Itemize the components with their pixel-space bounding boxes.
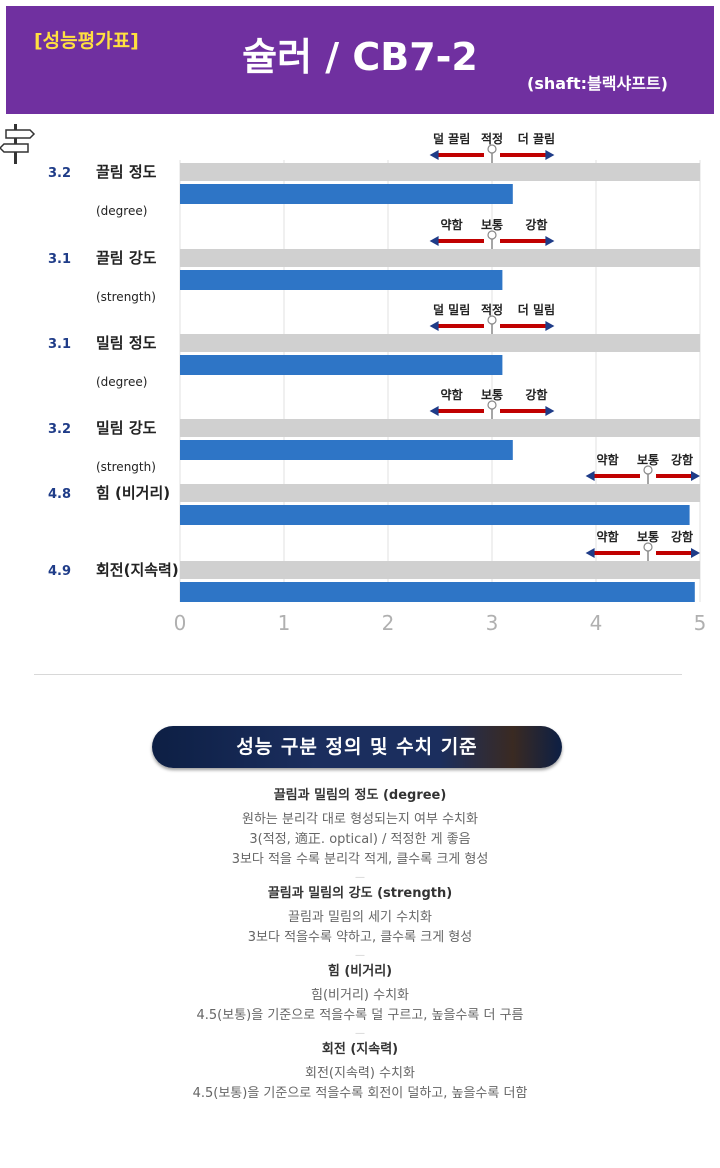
bar-track xyxy=(180,419,700,437)
definition-line: 3(적정, 適正. optical) / 적정한 게 좋음 xyxy=(249,832,471,847)
scale-label-left: 약함 xyxy=(441,387,463,402)
arrowhead-left xyxy=(429,236,439,246)
definition-title: 끌림과 밀림의 정도 (degree) xyxy=(273,788,447,803)
pin-head xyxy=(487,315,497,325)
scale-label-right: 강함 xyxy=(671,452,693,467)
category-sublabel: (degree) xyxy=(96,204,147,218)
pin-head xyxy=(643,542,653,552)
banner-title: 성능 구분 정의 및 수치 기준 xyxy=(236,736,478,758)
category-sublabel: (degree) xyxy=(96,375,147,389)
arrowhead-left xyxy=(585,471,595,481)
scale-label-mid: 보통 xyxy=(481,217,503,232)
category-label: 힘 (비거리) xyxy=(96,484,170,502)
scale-label-mid: 보통 xyxy=(637,452,659,467)
definitions-section: 끌림과 밀림의 정도 (degree) 원하는 분리각 대로 형성되는지 여부 수… xyxy=(0,788,720,1104)
definition-separator: — xyxy=(355,950,365,961)
performance-chart: 덜 끌림 적정 더 끌림3.2 끌림 정도(degree)약함 보통 강함3.1 끌림 강도… xyxy=(0,124,707,635)
section-divider xyxy=(34,674,682,675)
definition-line: 4.5(보통)을 기준으로 적을수록 회전이 덜하고, 높을수록 더함 xyxy=(192,1086,528,1101)
definition-line: 3보다 적을수록 약하고, 클수록 크게 형성 xyxy=(247,930,473,945)
definition-line: 끌림과 밀림의 세기 수치화 xyxy=(288,910,432,925)
score-label: 3.1 xyxy=(48,252,71,267)
definition-line: 회전(지속력) 수치화 xyxy=(305,1066,415,1081)
x-tick-label: 0 xyxy=(174,611,187,635)
arrowhead-right xyxy=(545,321,555,331)
category-label: 밀림 강도 xyxy=(96,419,157,437)
category-label: 끌림 강도 xyxy=(96,249,157,267)
x-tick-label: 5 xyxy=(694,611,707,635)
arrowhead-right xyxy=(691,471,700,481)
bar-track xyxy=(180,561,700,579)
definition-line: 원하는 분리각 대로 형성되는지 여부 수치화 xyxy=(242,812,478,827)
scale-label-right: 강함 xyxy=(525,387,547,402)
scale-label-left: 약함 xyxy=(441,217,463,232)
definition-title: 힘 (비거리) xyxy=(327,964,393,979)
scale-label-mid: 적정 xyxy=(481,131,503,146)
scale-label-mid: 보통 xyxy=(637,529,659,544)
score-label: 3.1 xyxy=(48,337,71,352)
x-tick-label: 4 xyxy=(590,611,603,635)
arrowhead-right xyxy=(545,406,555,416)
arrowhead-left xyxy=(429,150,439,160)
arrowhead-left xyxy=(585,548,595,558)
scale-label-right: 강함 xyxy=(671,529,693,544)
bar-value xyxy=(180,582,695,602)
category-label: 회전(지속력) xyxy=(96,561,179,579)
scale-label-left: 덜 밀림 xyxy=(433,303,470,317)
x-tick-label: 3 xyxy=(486,611,499,635)
bar-value xyxy=(180,184,513,204)
category-sublabel: (strength) xyxy=(96,290,156,304)
category-sublabel: (strength) xyxy=(96,460,156,474)
scale-label-left: 약함 xyxy=(597,452,619,467)
score-label: 4.9 xyxy=(48,564,71,579)
category-label: 밀림 정도 xyxy=(96,334,157,352)
category-label: 끌림 정도 xyxy=(96,163,157,181)
signpost-icon xyxy=(0,124,36,164)
pin-head xyxy=(487,400,497,410)
arrowhead-right xyxy=(545,236,555,246)
definition-line: 3보다 적을 수록 분리각 적게, 클수록 크게 형성 xyxy=(231,852,489,867)
scale-label-mid: 적정 xyxy=(481,302,503,317)
definition-separator: — xyxy=(355,1028,365,1039)
scale-label-left: 약함 xyxy=(597,529,619,544)
definition-line: 힘(비거리) 수치화 xyxy=(311,988,409,1003)
x-tick-label: 2 xyxy=(382,611,395,635)
definition-title: 끌림과 밀림의 강도 (strength) xyxy=(267,886,453,901)
pin-head xyxy=(487,144,497,154)
pin-head xyxy=(487,230,497,240)
page-title: 슐러 / CB7-2 xyxy=(242,35,478,79)
arrowhead-right xyxy=(545,150,555,160)
arrowhead-left xyxy=(429,406,439,416)
arrowhead-left xyxy=(429,321,439,331)
header-subtitle: (shaft:블랙샤프트) xyxy=(527,74,668,93)
score-label: 3.2 xyxy=(48,166,71,181)
definitions-banner: 성능 구분 정의 및 수치 기준 xyxy=(152,726,562,768)
scale-label-left: 덜 끌림 xyxy=(433,132,470,146)
x-tick-label: 1 xyxy=(278,611,291,635)
definition-line: 4.5(보통)을 기준으로 적을수록 덜 구르고, 높을수록 더 구름 xyxy=(196,1008,524,1023)
bar-track xyxy=(180,484,700,502)
bar-track xyxy=(180,249,700,267)
bar-value xyxy=(180,505,690,525)
score-label: 4.8 xyxy=(48,487,71,502)
header-tag: [성능평가표] xyxy=(34,30,139,52)
pin-head xyxy=(643,465,653,475)
bar-track xyxy=(180,334,700,352)
arrowhead-right xyxy=(691,548,700,558)
bar-value xyxy=(180,270,503,290)
definition-separator: — xyxy=(355,872,365,883)
definition-title: 회전 (지속력) xyxy=(321,1042,399,1057)
scale-label-right: 더 밀림 xyxy=(518,302,555,317)
header-banner: [성능평가표] 슐러 / CB7-2 (shaft:블랙샤프트) xyxy=(6,6,714,114)
scale-label-right: 더 끌림 xyxy=(518,131,555,146)
score-label: 3.2 xyxy=(48,422,71,437)
bar-track xyxy=(180,163,700,181)
scale-label-right: 강함 xyxy=(525,217,547,232)
bar-value xyxy=(180,355,503,375)
bar-value xyxy=(180,440,513,460)
scale-label-mid: 보통 xyxy=(481,387,503,402)
